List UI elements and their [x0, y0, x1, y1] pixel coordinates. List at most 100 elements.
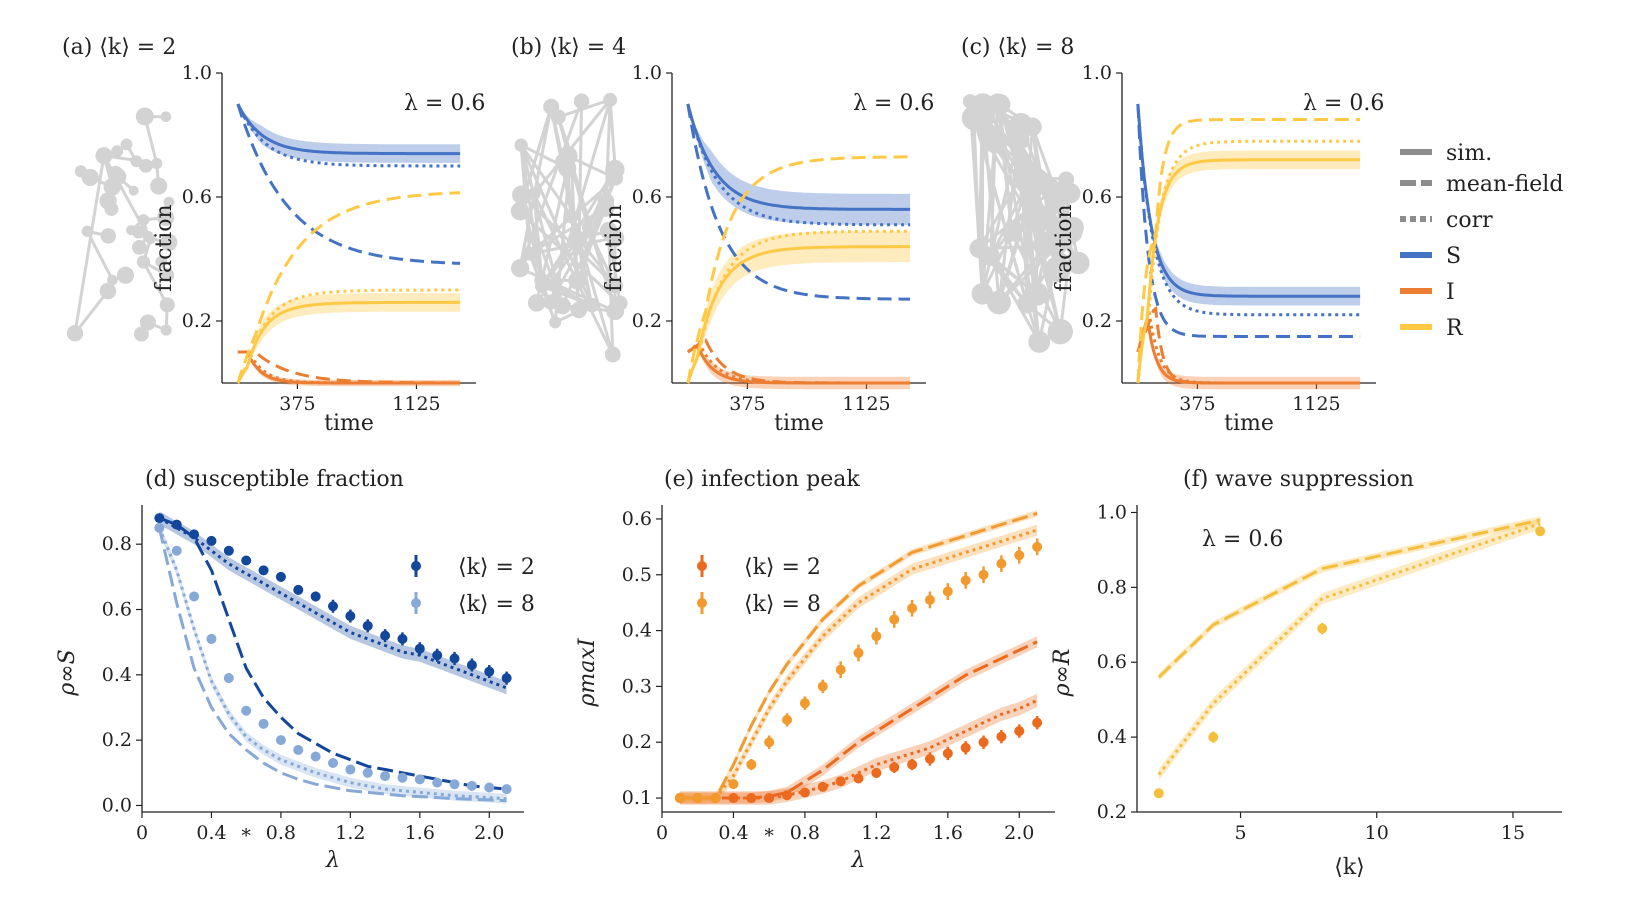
network-node — [584, 297, 599, 313]
data-point — [871, 631, 882, 642]
data-point — [466, 660, 477, 671]
network-node — [605, 228, 625, 248]
y-tick-label: 0.2 — [102, 729, 132, 751]
legend-label: ⟨k⟩ = 8 — [744, 592, 821, 617]
x-tick-label: 2.0 — [474, 822, 504, 844]
y-tick-label: 0.2 — [1097, 801, 1127, 823]
y-axis-label: ρ∞R — [1050, 649, 1075, 698]
y-axis-label: ρmaxI — [575, 637, 600, 707]
R-corr-line — [686, 229, 911, 384]
network-node — [1044, 256, 1071, 283]
data-point — [380, 771, 391, 782]
data-point — [484, 666, 495, 677]
data-point — [746, 793, 757, 804]
x-tick-label: 0.4 — [718, 822, 748, 844]
network-node — [606, 277, 624, 294]
network-node — [106, 184, 117, 195]
network-node — [138, 158, 153, 173]
data-point — [978, 569, 989, 580]
data-point — [996, 558, 1007, 569]
data-point — [817, 781, 828, 792]
legend-marker — [697, 598, 707, 608]
S-sim-line — [1136, 103, 1361, 298]
network-node — [550, 109, 566, 125]
network-node — [1047, 318, 1073, 345]
x-tick-label: 5 — [1234, 822, 1246, 844]
plot-e: 0 0.4 0.8 1.2 1.6 2.0 0.1 0.2 0.3 0.4 0.5 0.6 λ * ρmax… — [575, 505, 1055, 873]
y-tick-label: 0.6 — [182, 186, 212, 208]
legend-marker — [411, 598, 421, 608]
legend-label: ⟨k⟩ = 2 — [744, 555, 821, 580]
legend-marker — [697, 561, 707, 571]
network-edge — [577, 101, 584, 240]
network-edge — [989, 140, 997, 257]
data-point — [942, 748, 953, 759]
y-axis-label: fraction — [602, 204, 627, 291]
network-node — [99, 282, 117, 300]
S-meanfield-line — [686, 103, 911, 301]
data-point — [154, 513, 165, 524]
series-line — [157, 527, 507, 803]
data-point — [223, 545, 234, 556]
network-edge — [972, 117, 981, 249]
x-axis-label: time — [324, 411, 374, 436]
x-axis-label: time — [1224, 411, 1274, 436]
data-point — [397, 633, 408, 644]
data-point — [764, 793, 775, 804]
S-meanfield-line — [236, 103, 461, 265]
data-point — [746, 759, 757, 770]
panel-c-title: (c) ⟨k⟩ = 8 — [961, 35, 1074, 60]
y-tick-label: 0.6 — [1082, 186, 1112, 208]
network-node — [1067, 251, 1090, 275]
data-point — [241, 705, 252, 716]
data-point — [907, 603, 918, 614]
network-node — [512, 185, 531, 205]
network-edge — [518, 100, 583, 269]
network-node — [534, 279, 549, 293]
plot-a: 375 1125 0.2 0.6 1.0 time fraction — [152, 62, 476, 436]
network-node — [159, 297, 175, 313]
data-point — [362, 620, 373, 631]
network-node — [139, 314, 156, 331]
x-tick-label: 1.2 — [335, 822, 365, 844]
network-edge — [972, 117, 1029, 305]
data-point — [907, 759, 918, 770]
network-node — [982, 128, 1008, 154]
network-node — [133, 326, 149, 342]
lambda-annotation-a: λ = 0.6 — [404, 91, 485, 116]
panel-d-title: (d) susceptible fraction — [145, 467, 404, 492]
y-tick-label: 0.2 — [182, 310, 212, 332]
x-tick-label: 0 — [656, 822, 668, 844]
data-point — [924, 753, 935, 764]
x-tick-label: 2.0 — [1004, 822, 1034, 844]
data-point — [206, 633, 217, 644]
data-point — [996, 731, 1007, 742]
y-tick-label: 0.4 — [102, 664, 132, 686]
R-corr-line — [1136, 139, 1361, 384]
y-tick-label: 0.8 — [102, 533, 132, 555]
y-tick-label: 0.4 — [1097, 726, 1127, 748]
data-point — [293, 584, 304, 595]
network-node — [1028, 331, 1051, 353]
data-point — [728, 793, 739, 804]
data-point — [1535, 526, 1546, 537]
S-sim-band — [1137, 104, 1361, 306]
series-line — [1157, 522, 1541, 776]
data-point — [484, 782, 495, 793]
data-point — [171, 519, 182, 530]
data-point — [449, 779, 460, 790]
x-axis-label: λ — [851, 848, 866, 873]
S-corr-line — [686, 103, 911, 227]
data-point — [710, 793, 721, 804]
series-line — [679, 699, 1038, 800]
network-node — [527, 187, 541, 201]
network-node — [971, 105, 996, 129]
data-point — [258, 718, 269, 729]
R-sim-band — [687, 231, 911, 383]
data-point — [223, 673, 234, 684]
data-point — [1032, 717, 1043, 728]
data-point — [728, 779, 739, 790]
data-point — [853, 647, 864, 658]
network-graph-k4 — [510, 92, 628, 363]
data-point — [310, 591, 321, 602]
